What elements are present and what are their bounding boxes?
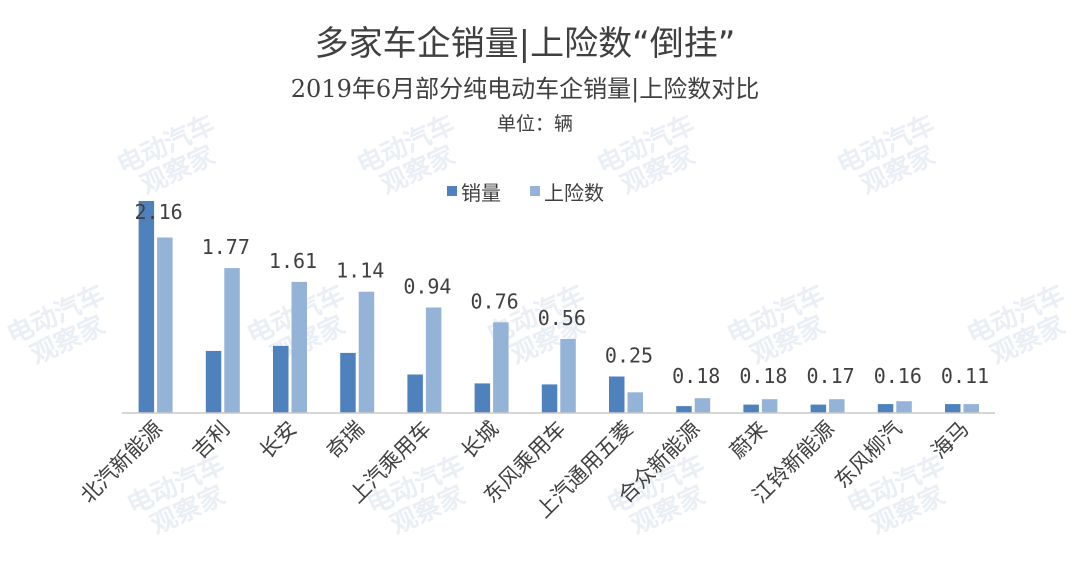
category-label: 北汽新能源: [76, 417, 167, 508]
category-label: 长城: [456, 417, 503, 464]
bar-sales: [541, 384, 558, 413]
bar-insured: [425, 307, 442, 413]
legend-label-insured: 上险数: [544, 181, 604, 205]
ratio-label: 0.56: [538, 306, 586, 330]
bar-insured: [694, 398, 711, 413]
ratio-label: 1.61: [269, 249, 317, 273]
ratio-label: 2.16: [135, 200, 183, 224]
bar-sales: [340, 352, 356, 413]
chart-title: 多家车企销量|上险数“倒挂”: [315, 24, 736, 64]
bars-group: [138, 201, 979, 413]
legend-swatch-insured: [530, 186, 540, 196]
ratio-label: 1.14: [336, 259, 384, 283]
bar-sales: [945, 404, 961, 413]
bar-sales: [205, 350, 222, 413]
ratio-label: 0.18: [739, 364, 787, 388]
bar-insured: [627, 392, 643, 413]
bar-insured: [896, 401, 912, 413]
bar-insured: [560, 339, 576, 413]
ratio-label: 0.17: [807, 364, 855, 388]
category-label: 东风柳汽: [830, 417, 906, 493]
chart-subtitle: 2019年6月部分纯电动车企销量|上险数对比: [291, 75, 759, 104]
ratio-label: 1.77: [202, 235, 250, 259]
bar-insured: [963, 404, 979, 413]
bar-insured: [224, 268, 240, 413]
bar-sales: [609, 376, 625, 413]
bar-insured: [358, 291, 375, 413]
ratio-label: 0.11: [941, 364, 989, 388]
bar-sales: [273, 345, 289, 413]
bar-insured: [291, 281, 307, 413]
chart-unit: 单位：辆: [497, 113, 573, 135]
legend-swatch-sales: [447, 186, 457, 196]
ratio-label: 0.16: [874, 364, 922, 388]
bar-sales: [676, 406, 692, 413]
legend-label-sales: 销量: [461, 181, 501, 205]
ratio-label: 0.94: [403, 275, 451, 299]
ratio-label: 0.25: [605, 344, 653, 368]
ratio-labels-group: 2.16 1.77 1.61 1.14 0.94 0.76 0.56 0.25 0.18 0.18…: [135, 200, 990, 388]
category-label: 长安: [255, 417, 302, 464]
bar-sales: [743, 404, 759, 413]
category-label: 吉利: [188, 417, 235, 464]
ratio-label: 0.18: [672, 364, 720, 388]
bar-insured: [157, 237, 173, 413]
chart-legend: 销量 上险数: [447, 181, 604, 205]
bar-sales: [138, 201, 155, 413]
bar-insured: [761, 399, 778, 413]
bar-sales: [474, 383, 491, 413]
bar-sales: [877, 404, 894, 413]
bar-sales: [407, 374, 423, 413]
category-label: 海马: [927, 417, 974, 464]
bar-insured: [829, 399, 845, 413]
ratio-label: 0.76: [471, 289, 519, 313]
category-label: 蔚来: [725, 417, 772, 464]
bar-insured: [493, 322, 509, 413]
category-label: 奇瑞: [322, 417, 369, 464]
bar-sales: [810, 404, 827, 413]
